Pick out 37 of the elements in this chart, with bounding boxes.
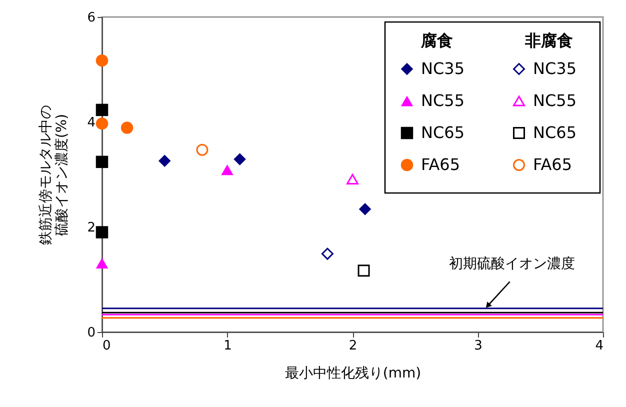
y-tick-label: 2 xyxy=(87,220,96,236)
legend-label: NC35 xyxy=(533,59,576,78)
point xyxy=(96,117,108,130)
point xyxy=(358,203,372,216)
x-tick-label: 2 xyxy=(348,338,358,354)
x-tick-label: 1 xyxy=(224,338,232,354)
legend-label: NC55 xyxy=(421,91,464,110)
point xyxy=(321,248,334,260)
y-tick-label: 6 xyxy=(87,10,96,26)
point xyxy=(96,226,108,238)
y-tick-label: 4 xyxy=(87,116,96,130)
point xyxy=(96,54,108,67)
x-axis-title: 最小中性化残り(mm) xyxy=(284,366,422,382)
point xyxy=(346,174,358,185)
legend-label: NC35 xyxy=(421,59,464,78)
point xyxy=(196,144,208,156)
x-tick-label: 0 xyxy=(102,338,111,354)
x-tick-label: 3 xyxy=(474,338,482,354)
annotation: 腐食 xyxy=(420,31,453,50)
point xyxy=(158,154,171,167)
point xyxy=(221,164,234,176)
legend-label: NC55 xyxy=(533,91,576,110)
annotation: 初期硫酸イオン濃度 xyxy=(448,256,575,272)
point xyxy=(358,264,370,277)
point xyxy=(96,258,108,269)
annotation: 非腐食 xyxy=(524,31,573,50)
point xyxy=(120,122,134,134)
point xyxy=(96,156,108,168)
y-axis-title: 鉄筋近傍モルタル中の硫酸イオン濃度(%) xyxy=(38,105,70,245)
y-tick-label: 0 xyxy=(87,326,96,340)
legend-label: FA65 xyxy=(533,155,572,174)
x-tick-label: 4 xyxy=(595,338,604,354)
legend-label: NC65 xyxy=(421,123,464,142)
legend-label: FA65 xyxy=(421,155,460,174)
point xyxy=(96,104,108,116)
legend-label: NC65 xyxy=(533,123,576,142)
point xyxy=(234,153,246,166)
